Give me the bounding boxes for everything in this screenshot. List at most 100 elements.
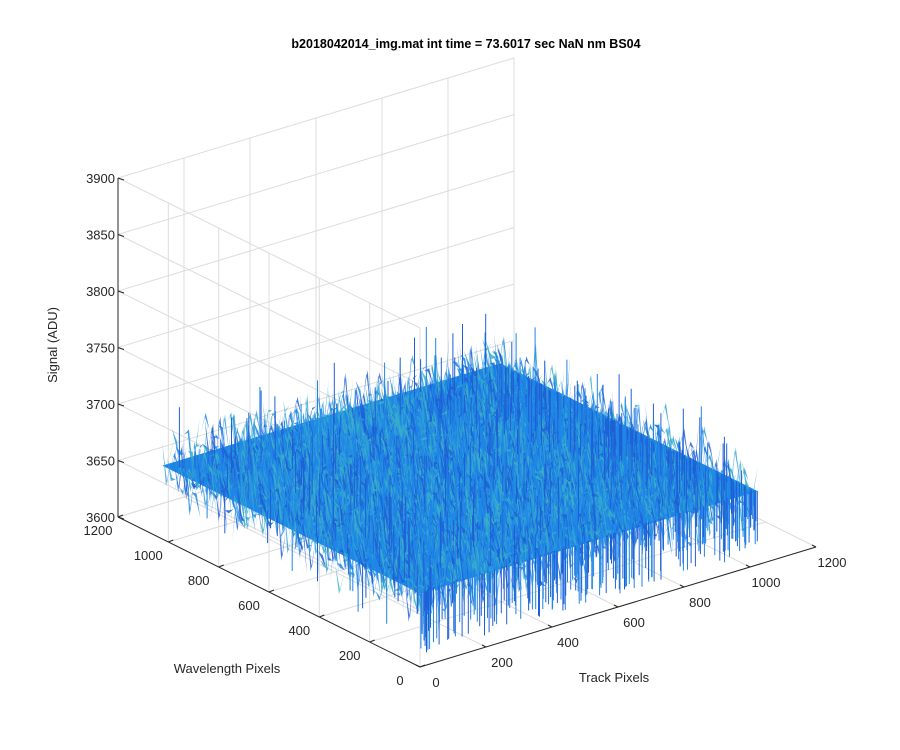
surface-cell: [454, 375, 463, 391]
surface-cell: [307, 466, 316, 497]
surface-cell: [285, 485, 295, 511]
surface-cell: [727, 467, 736, 486]
surface-cell: [631, 438, 640, 472]
surface-cell: [377, 539, 386, 575]
surface-cell: [368, 555, 377, 579]
surface-cell: [564, 478, 574, 486]
surface-cell: [400, 380, 409, 448]
surface-cell: [389, 420, 399, 443]
surface-cell: [383, 535, 393, 569]
surface-cell: [325, 490, 335, 538]
surface-cell: [467, 526, 477, 564]
surface-cell: [292, 453, 301, 479]
surface-cell: [286, 470, 296, 488]
surface-cell: [568, 460, 577, 492]
surface-cell: [639, 512, 648, 537]
surface-cell: [429, 522, 438, 538]
surface-cell: [276, 456, 286, 489]
surface-cell: [184, 468, 193, 479]
surface-cell: [299, 452, 309, 467]
surface-cell: [327, 487, 336, 506]
surface-cell: [610, 478, 619, 499]
surface-cell: [581, 424, 590, 477]
surface-cell: [307, 435, 317, 447]
surface-cell: [460, 558, 470, 577]
surface-cell: [580, 426, 590, 440]
surface-cell: [257, 470, 266, 484]
surface-cell: [478, 421, 487, 429]
surface-cell: [252, 478, 262, 535]
surface-cell: [500, 534, 510, 568]
surface-cell: [733, 480, 742, 503]
surface-cell: [454, 556, 464, 590]
surface-cell: [347, 466, 356, 494]
surface-cell: [221, 470, 230, 482]
surface-cell: [403, 443, 413, 458]
surface-cell: [456, 386, 465, 416]
surface-cell: [403, 470, 413, 511]
surface-cell: [584, 411, 593, 432]
surface-cell: [433, 499, 442, 557]
surface-cell: [530, 460, 539, 484]
surface-cell: [441, 443, 451, 480]
surface-cell: [407, 410, 417, 435]
surface-cell: [550, 461, 560, 488]
surface-cell: [543, 463, 553, 479]
surface-cell: [495, 360, 504, 393]
surface-cell: [591, 399, 600, 451]
surface-cell: [496, 408, 506, 450]
surface-cell: [627, 493, 636, 509]
surface-cell: [444, 464, 453, 506]
surface-cell: [655, 511, 664, 527]
surface-cell: [476, 441, 486, 469]
surface-cell: [423, 555, 433, 574]
surface-cell: [284, 427, 293, 439]
surface-cell: [333, 505, 342, 537]
surface-cell: [596, 460, 605, 485]
surface-cell: [266, 443, 276, 459]
surface-cell: [343, 505, 352, 546]
surface-cell: [311, 406, 320, 438]
surface-cell: [362, 429, 371, 453]
surface-cell: [685, 490, 694, 508]
surface-cell: [562, 438, 572, 452]
surface-cell: [587, 416, 596, 488]
surface-cell: [653, 462, 662, 478]
surface-cell: [645, 466, 655, 489]
surface-cell: [630, 474, 639, 516]
surface-cell: [398, 424, 408, 454]
surface-cell: [377, 400, 386, 405]
surface-cell: [501, 545, 511, 560]
surface-cell: [603, 509, 612, 528]
surface-cell: [288, 483, 297, 544]
surface-cell: [603, 450, 612, 461]
surface-cell: [517, 422, 527, 468]
surface-cell: [485, 556, 494, 567]
surface-cell: [351, 509, 360, 543]
surface-cell: [638, 482, 647, 512]
surface-cell: [466, 387, 475, 445]
surface-cell: [373, 440, 382, 468]
surface-cell: [705, 476, 714, 493]
surface-cell: [608, 518, 617, 540]
surface-cell: [496, 472, 506, 529]
surface-cell: [458, 476, 467, 503]
surface-cell: [491, 449, 500, 480]
surface-cell: [661, 402, 670, 430]
surface-cell: [562, 411, 571, 426]
surface-cell: [333, 478, 342, 493]
surface-cell: [359, 481, 369, 499]
surface-cell: [446, 458, 455, 479]
surface-cell: [349, 421, 358, 472]
surface-cell: [336, 562, 345, 571]
surface-cell: [356, 450, 366, 473]
surface-cell: [362, 511, 372, 533]
surface-cell: [436, 583, 446, 605]
surface-cell: [532, 437, 541, 467]
surface-cell: [330, 537, 339, 581]
surface-cell: [372, 389, 381, 434]
surface-cell: [265, 449, 275, 482]
surface-cell: [386, 456, 396, 470]
surface-cell: [366, 542, 376, 567]
surface-cell: [448, 540, 457, 572]
